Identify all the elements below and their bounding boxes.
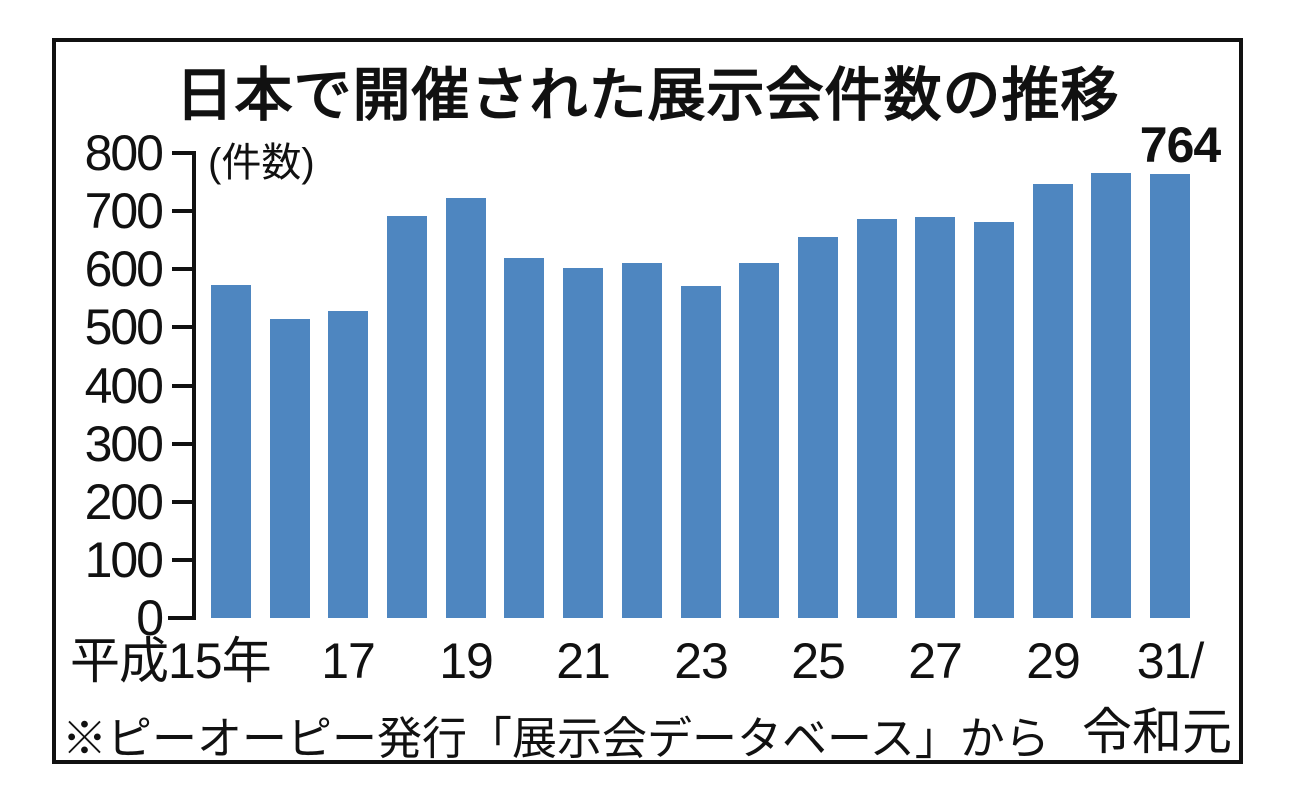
value-annotation: 764 <box>1139 117 1221 173</box>
y-tick-label: 400 <box>84 357 164 414</box>
y-tick-label: 600 <box>84 241 164 298</box>
bar-28 <box>974 222 1014 618</box>
y-tick-label: 100 <box>84 531 164 588</box>
x-tick-label: 31/ <box>1136 633 1205 689</box>
y-tick-mark <box>172 325 196 330</box>
bar-25 <box>798 237 838 618</box>
x-tick-label: 21 <box>556 633 611 689</box>
bar-平成15 <box>211 285 251 618</box>
y-tick-mark <box>172 383 196 388</box>
y-tick-label: 200 <box>84 473 164 530</box>
y-tick-label: 300 <box>84 415 164 472</box>
era-label: 令和元 <box>1082 704 1232 760</box>
y-tick-mark <box>172 151 196 155</box>
y-tick-label: 500 <box>84 299 164 356</box>
bar-26 <box>857 219 897 618</box>
x-tick-label: 29 <box>1026 633 1081 689</box>
x-tick-label: 17 <box>321 633 376 689</box>
bar-22 <box>622 263 662 618</box>
x-tick-label: 平成15年 <box>70 633 272 689</box>
bar-20 <box>504 258 544 618</box>
bar-27 <box>915 217 955 618</box>
x-tick-label: 19 <box>439 633 494 689</box>
y-tick-label: 0 <box>136 590 164 646</box>
y-tick-mark <box>172 616 196 620</box>
y-tick-mark <box>172 499 196 504</box>
source-note: ※ピーオーピー発行「展示会データベース」から <box>62 714 1050 764</box>
bar-19 <box>446 198 486 618</box>
bar-17 <box>328 311 368 618</box>
bar-23 <box>681 286 721 618</box>
y-axis-unit-label: (件数) <box>208 141 315 185</box>
y-tick-mark <box>172 209 196 214</box>
chart-title: 日本で開催された展示会件数の推移 <box>175 63 1120 128</box>
bar-31/令和元 <box>1150 174 1190 618</box>
x-tick-label: 27 <box>908 633 963 689</box>
bar-30 <box>1091 173 1131 618</box>
y-tick-mark <box>172 267 196 272</box>
y-tick-label: 800 <box>84 125 164 181</box>
y-tick-mark <box>172 441 196 446</box>
bar-24 <box>739 263 779 618</box>
bar-29 <box>1033 184 1073 618</box>
bar-21 <box>563 268 603 618</box>
bar-18 <box>387 216 427 618</box>
y-tick-label: 700 <box>84 183 164 240</box>
x-tick-label: 25 <box>791 633 846 689</box>
bar-16 <box>270 319 310 618</box>
x-tick-label: 23 <box>674 633 729 689</box>
y-tick-mark <box>172 557 196 562</box>
